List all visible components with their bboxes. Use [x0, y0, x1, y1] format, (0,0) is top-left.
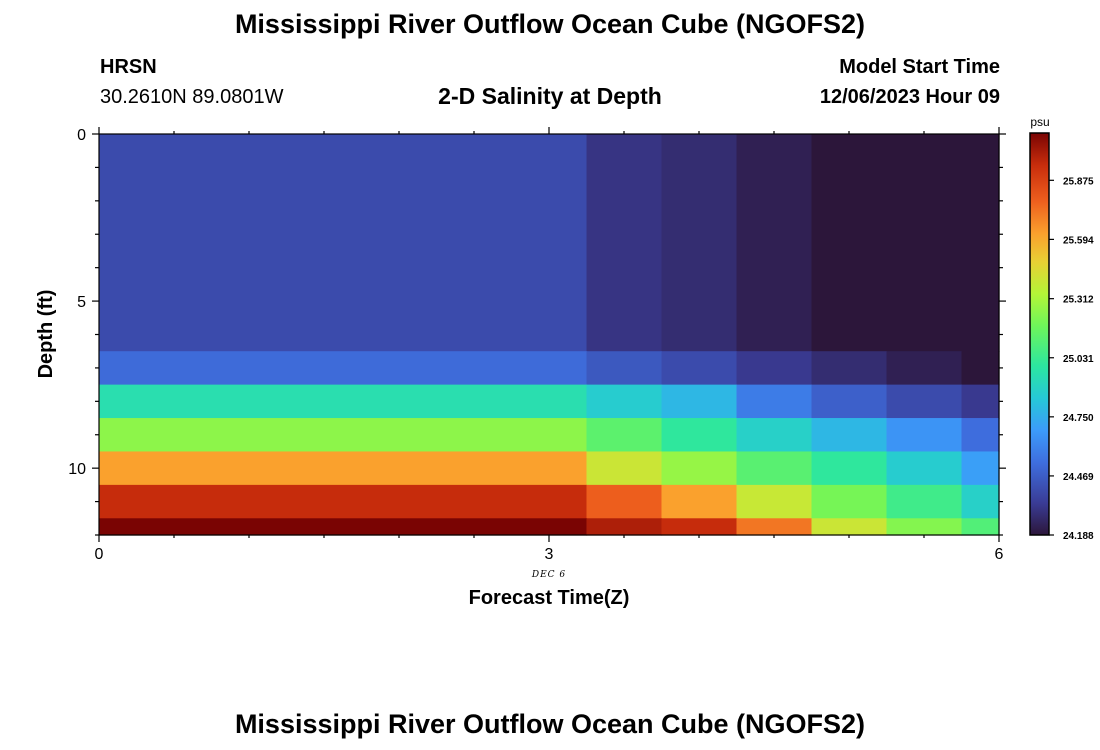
heatmap-cell — [586, 418, 663, 453]
y-tick-label: 10 — [68, 461, 86, 478]
station-coordinates: 30.2610N 89.0801W — [100, 86, 284, 108]
heatmap-cell — [99, 418, 588, 453]
heatmap-cell — [811, 418, 888, 453]
footer-title: Mississippi River Outflow Ocean Cube (NG… — [234, 709, 866, 739]
heatmap-cell — [586, 484, 663, 519]
x-tick-label: 3 — [545, 546, 554, 563]
heatmap-cell — [961, 451, 1000, 486]
heatmap-cell — [661, 134, 738, 352]
heatmap-cell — [736, 484, 813, 519]
colorbar-tick-label: 24.750 — [1063, 413, 1094, 424]
heatmap-cell — [586, 351, 663, 386]
colorbar-tick-label: 24.469 — [1063, 472, 1094, 483]
heatmap-cell — [886, 134, 963, 352]
heatmap-cell — [811, 384, 888, 419]
station-code: HRSN — [100, 56, 157, 78]
heatmap-cells — [99, 134, 1000, 536]
heatmap-cell — [661, 384, 738, 419]
heatmap-cell — [886, 418, 963, 453]
plot-title: 2-D Salinity at Depth — [438, 83, 662, 109]
heatmap-cell — [961, 384, 1000, 419]
heatmap-cell — [886, 384, 963, 419]
heatmap-cell — [961, 134, 1000, 352]
heatmap-cell — [99, 518, 588, 536]
heatmap-cell — [961, 351, 1000, 386]
heatmap-cell — [99, 484, 588, 519]
heatmap-cell — [586, 451, 663, 486]
heatmap-cell — [811, 134, 888, 352]
model-start-label: Model Start Time — [839, 56, 1000, 78]
colorbar — [1029, 132, 1050, 536]
y-tick-label: 0 — [77, 127, 86, 144]
x-tick-label: 6 — [995, 546, 1004, 563]
heatmap-cell — [661, 451, 738, 486]
heatmap-cell — [811, 451, 888, 486]
heatmap-cell — [961, 518, 1000, 536]
colorbar-tick-label: 25.875 — [1063, 176, 1094, 187]
heatmap-cell — [99, 451, 588, 486]
model-start-value: 12/06/2023 Hour 09 — [819, 86, 1000, 108]
heatmap-cell — [886, 351, 963, 386]
heatmap-cell — [586, 384, 663, 419]
page-title: Mississippi River Outflow Ocean Cube (NG… — [234, 9, 866, 39]
colorbar-tick-label: 25.031 — [1063, 354, 1094, 365]
colorbar-ticks: 24.188 24.469 24.750 25.031 25.312 25.594 25.8… — [1049, 176, 1094, 542]
y-tick-label: 5 — [77, 294, 86, 311]
heatmap-cell — [961, 418, 1000, 453]
heatmap-cell — [886, 518, 963, 536]
axis-ticks: 0 3 6 0 5 10 — [68, 127, 1006, 563]
heatmap-cell — [736, 134, 813, 352]
y-axis-label: Depth (ft) — [35, 290, 57, 379]
heatmap-cell — [661, 484, 738, 519]
colorbar-tick-label: 24.188 — [1063, 531, 1094, 542]
heatmap-cell — [661, 518, 738, 536]
x-date-label: DEC 6 — [531, 570, 566, 580]
heatmap-cell — [886, 451, 963, 486]
heatmap-cell — [661, 418, 738, 453]
heatmap-cell — [99, 351, 588, 386]
heatmap-cell — [736, 451, 813, 486]
heatmap-cell — [736, 418, 813, 453]
heatmap-cell — [736, 518, 813, 536]
heatmap-cell — [961, 484, 1000, 519]
colorbar-unit-label: psu — [1030, 115, 1049, 129]
heatmap-cell — [736, 351, 813, 386]
heatmap-cell — [99, 384, 588, 419]
heatmap-cell — [586, 134, 663, 352]
heatmap-cell — [586, 518, 663, 536]
heatmap-cell — [886, 484, 963, 519]
colorbar-tick-label: 25.594 — [1063, 235, 1094, 246]
x-tick-label: 0 — [95, 546, 104, 563]
heatmap-cell — [736, 384, 813, 419]
heatmap-cell — [99, 134, 588, 352]
heatmap-cell — [661, 351, 738, 386]
colorbar-tick-label: 25.312 — [1063, 295, 1094, 306]
heatmap-cell — [811, 518, 888, 536]
heatmap-cell — [811, 484, 888, 519]
heatmap-cell — [811, 351, 888, 386]
x-axis-label: Forecast Time(Z) — [469, 587, 630, 609]
